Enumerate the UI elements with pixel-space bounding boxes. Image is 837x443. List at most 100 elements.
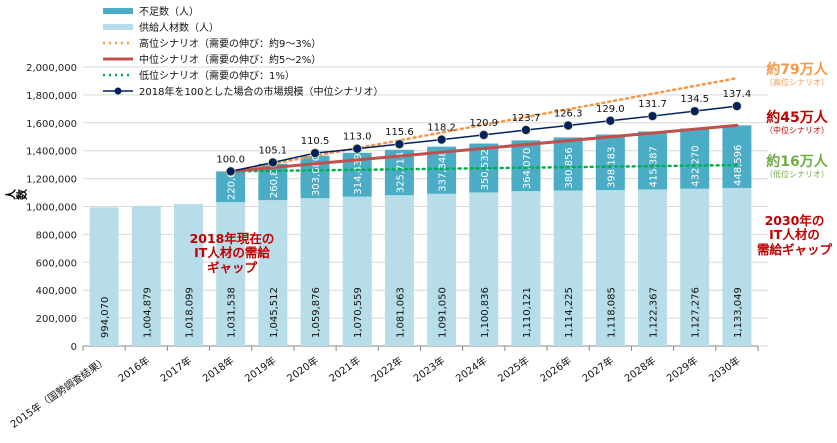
y-tick-label: 2,000,000 [26, 63, 77, 74]
bar-shortage-label: 220,000 [227, 159, 238, 200]
legend-swatch-shortage [103, 8, 133, 14]
bar-supply-label: 1,122,367 [649, 287, 660, 338]
market-index-label: 131.7 [638, 99, 667, 110]
bar-shortage-label: 350,532 [480, 149, 491, 190]
bar-shortage [553, 137, 583, 191]
x-tick-label: 2019年 [242, 354, 278, 385]
legend-label-supply: 供給人材数（人） [139, 21, 219, 34]
market-index-point [605, 115, 616, 126]
legend-swatch-supply [103, 24, 133, 30]
annotation-low: 約16万人 （低位シナリオ） [757, 154, 837, 179]
line-low-scenario [229, 163, 739, 173]
bar-supply [131, 205, 161, 346]
x-tick-label: 2023年 [411, 354, 447, 385]
market-index-label: 137.4 [723, 89, 752, 100]
x-tick-label: 2020年 [284, 354, 320, 385]
bar-shortage-label: 432,270 [691, 145, 702, 186]
bar-supply-label: 1,133,049 [733, 287, 744, 338]
y-tick-label: 1,400,000 [26, 147, 77, 158]
market-index-label: 110.5 [301, 136, 330, 147]
bar-supply [258, 200, 288, 346]
x-tick-label: 2028年 [622, 354, 658, 385]
legend-label-shortage: 不足数（人） [139, 5, 199, 18]
bar-supply-label: 1,059,876 [311, 287, 322, 338]
y-tick-label: 0 [71, 342, 77, 353]
legend-label-market: 2018年を100とした場合の市場規模（中位シナリオ） [139, 85, 384, 98]
bar-supply [722, 187, 752, 346]
bar-shortage-label: 314,439 [353, 153, 364, 194]
annotation-low-label: （低位シナリオ） [765, 170, 829, 180]
bar-shortage-label: 448,596 [733, 145, 744, 186]
bar-supply-label: 1,031,538 [227, 287, 238, 338]
bar-supply [89, 207, 119, 346]
bar-supply [300, 198, 330, 346]
legend-swatch-market-marker [114, 87, 122, 95]
annotation-line: 2030年の [764, 213, 825, 228]
x-tick-label: 2027年 [580, 354, 616, 385]
annotation-line: 2018年現在の [189, 231, 275, 246]
x-tick-label: 2029年 [664, 354, 700, 385]
market-index-point [563, 120, 574, 131]
bar-shortage [638, 131, 668, 190]
annotation-high-value: 約79万人 [766, 62, 828, 78]
bar-shortage [511, 140, 541, 192]
market-index-label: 126.3 [554, 108, 583, 119]
market-index-label: 118.2 [427, 123, 456, 134]
market-index-label: 120.9 [469, 118, 498, 129]
annotation-low-value: 約16万人 [766, 154, 828, 170]
bar-shortage-label: 398,183 [606, 147, 617, 188]
bar-supply-label: 1,045,512 [269, 287, 280, 338]
bar-shortage-label: 260,835 [269, 157, 280, 198]
bar-supply-label: 1,100,836 [480, 287, 491, 338]
x-tick-label: 2030年 [706, 354, 742, 385]
x-tick-label: 2018年 [200, 354, 236, 385]
annotation-line: IT人材の [769, 227, 820, 243]
market-index-label: 129.0 [596, 104, 625, 115]
annotation-mid-label: （中位シナリオ） [765, 126, 829, 136]
annotation-line: 需給ギャップ [756, 241, 832, 257]
market-index-point [436, 134, 447, 145]
annotation-line: ギャップ [206, 259, 257, 275]
market-index-label: 123.7 [512, 113, 541, 124]
bar-supply-label: 1,114,225 [564, 287, 575, 338]
annotation-high: 約79万人 （高位シナリオ） [757, 62, 837, 87]
market-index-point [267, 157, 278, 168]
market-index-label: 105.1 [259, 146, 288, 157]
x-tick-label: 2016年 [116, 354, 152, 385]
bar-supply [511, 191, 541, 346]
bar-supply [427, 193, 457, 346]
bar-shortage [722, 125, 752, 188]
bar-shortage [680, 128, 710, 189]
bar-supply [553, 190, 583, 346]
x-tick-label: 2021年 [326, 354, 362, 385]
x-tick-label: 2017年 [158, 354, 194, 385]
y-tick-label: 600,000 [36, 258, 77, 269]
legend-label-line: 低位シナリオ（需要の伸び：1%） [139, 69, 295, 82]
market-index-point [521, 125, 531, 135]
annotation-high-label: （高位シナリオ） [765, 78, 829, 88]
annotation-gap-2030: 2030年の IT人材の 需給ギャップ [752, 213, 837, 257]
annotation-gap-2018: 2018年現在の IT人材の需給 ギャップ [172, 231, 292, 275]
market-index-point [394, 139, 405, 150]
y-axis-label: 人数 [4, 189, 28, 202]
bar-supply-label: 1,070,559 [353, 287, 364, 338]
y-tick-label: 800,000 [36, 230, 77, 241]
market-index-label: 115.6 [385, 127, 414, 138]
bar-shortage-label: 325,714 [395, 152, 406, 193]
y-tick-label: 1,000,000 [26, 203, 77, 214]
market-index-label: 113.0 [343, 132, 372, 143]
market-index-point [647, 111, 658, 121]
bar-shortage [216, 171, 246, 203]
bar-supply-label: 1,091,050 [438, 287, 449, 338]
annotation-line: IT人材の需給 [194, 245, 270, 261]
y-tick-label: 200,000 [36, 314, 77, 325]
x-tick-label: 2026年 [537, 354, 573, 385]
market-index-point [689, 106, 700, 117]
market-index-point [352, 143, 363, 154]
market-index-point [225, 166, 236, 177]
market-index-point [478, 130, 489, 140]
bar-shortage-label: 337,848 [438, 150, 449, 191]
bar-supply-label: 1,004,879 [142, 287, 153, 338]
market-index-label: 100.0 [216, 154, 245, 165]
